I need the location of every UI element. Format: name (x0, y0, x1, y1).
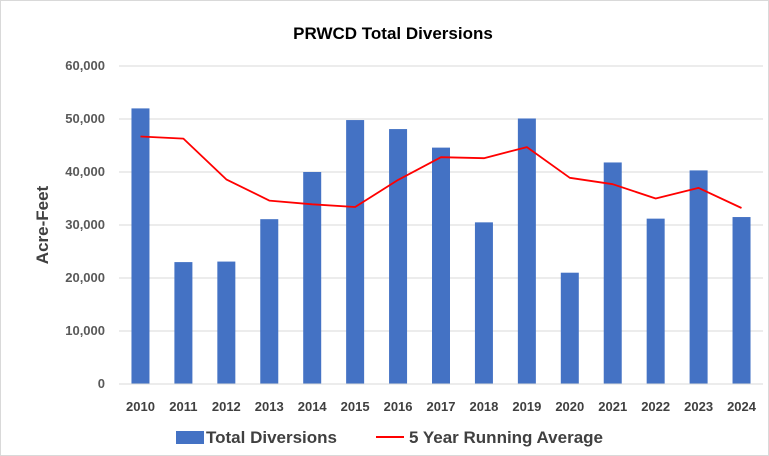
bar-total-diversions-2020 (560, 272, 579, 384)
x-tick-label: 2013 (255, 399, 284, 414)
x-tick-label: 2020 (555, 399, 584, 414)
x-tick-label: 2015 (341, 399, 370, 414)
y-tick-label: 50,000 (65, 111, 105, 126)
legend-label-total-diversions: Total Diversions (206, 428, 337, 447)
bars-total-diversions (131, 108, 751, 385)
y-tick-label: 10,000 (65, 323, 105, 338)
bar-total-diversions-2018 (474, 222, 493, 384)
x-tick-label: 2023 (684, 399, 713, 414)
x-tick-label: 2018 (469, 399, 498, 414)
x-tick-label: 2016 (384, 399, 413, 414)
x-tick-label: 2011 (169, 399, 197, 414)
x-tick-label: 2021 (598, 399, 627, 414)
x-axis-ticks: 2010 2011 2012 2013 2014 2015 2016 2017 2018 2019… (126, 399, 757, 414)
bar-total-diversions-2019 (517, 118, 536, 384)
y-axis-label: Acre-Feet (33, 185, 52, 264)
legend-swatch-total-diversions (176, 431, 204, 444)
bar-total-diversions-2023 (689, 170, 708, 384)
x-tick-label: 2019 (512, 399, 541, 414)
bar-total-diversions-2016 (389, 129, 408, 384)
chart-title: PRWCD Total Diversions (293, 24, 493, 43)
bar-total-diversions-2011 (174, 262, 193, 384)
y-tick-label: 30,000 (65, 217, 105, 232)
line-5-year-running-average-path (140, 135, 742, 209)
x-tick-label: 2014 (298, 399, 328, 414)
x-tick-label: 2012 (212, 399, 241, 414)
y-tick-label: 60,000 (65, 58, 105, 73)
x-tick-label: 2010 (126, 399, 155, 414)
bar-total-diversions-2014 (303, 172, 322, 384)
y-tick-label: 0 (98, 376, 105, 391)
x-tick-label: 2017 (427, 399, 456, 414)
x-tick-label: 2024 (727, 399, 757, 414)
bar-total-diversions-2013 (260, 219, 279, 384)
bar-total-diversions-2012 (217, 261, 236, 384)
legend: Total Diversions 5 Year Running Average (176, 428, 603, 447)
bar-total-diversions-2022 (646, 218, 665, 384)
bar-total-diversions-2024 (732, 217, 751, 384)
legend-label-5-year-running-average: 5 Year Running Average (409, 428, 603, 447)
bar-total-diversions-2017 (432, 147, 450, 384)
line-5-year-running-average (140, 135, 742, 209)
y-axis-ticks: 0 10,000 20,000 30,000 40,000 50,000 60,000 (65, 58, 105, 391)
bar-total-diversions-2010 (131, 108, 150, 385)
bar-total-diversions-2015 (346, 120, 365, 384)
y-tick-label: 20,000 (65, 270, 105, 285)
y-tick-label: 40,000 (65, 164, 105, 179)
x-tick-label: 2022 (641, 399, 670, 414)
bar-total-diversions-2021 (603, 162, 622, 384)
